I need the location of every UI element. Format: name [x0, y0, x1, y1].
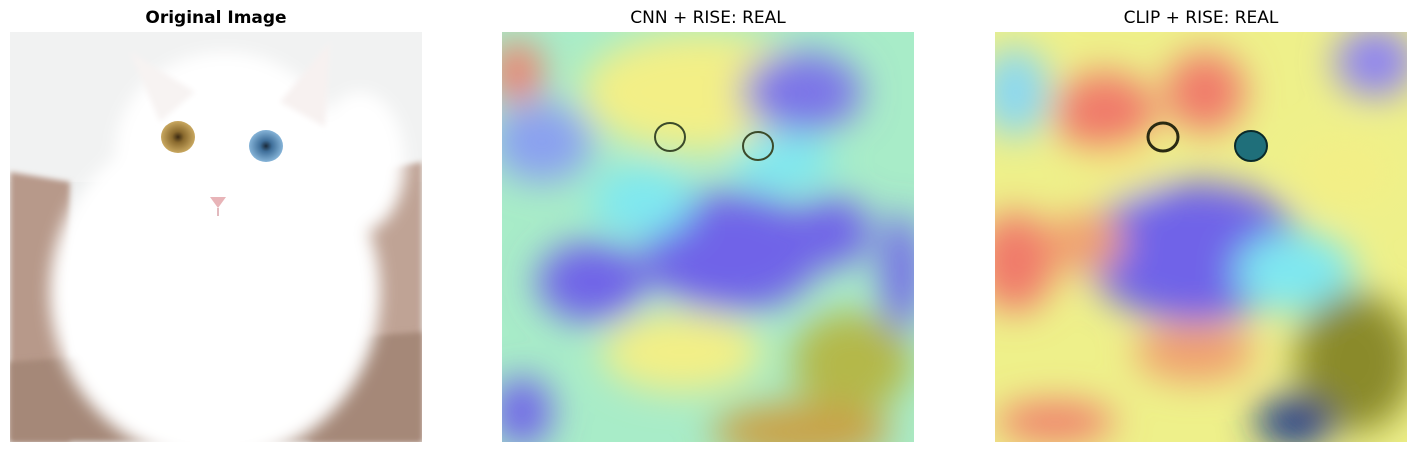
panel-clip-rise: CLIP + RISE: REAL: [995, 0, 1407, 452]
panel-title: CLIP + RISE: REAL: [1123, 8, 1279, 28]
panel-title: CNN + RISE: REAL: [630, 8, 786, 28]
panel-original: Original Image: [10, 0, 422, 452]
cnn-rise-heatmap: [502, 32, 914, 442]
panel-cnn-rise: CNN + RISE: REAL: [502, 0, 914, 452]
clip-rise-heatmap: [995, 32, 1407, 442]
panel-title: Original Image: [145, 8, 287, 28]
original-image: [10, 32, 422, 442]
